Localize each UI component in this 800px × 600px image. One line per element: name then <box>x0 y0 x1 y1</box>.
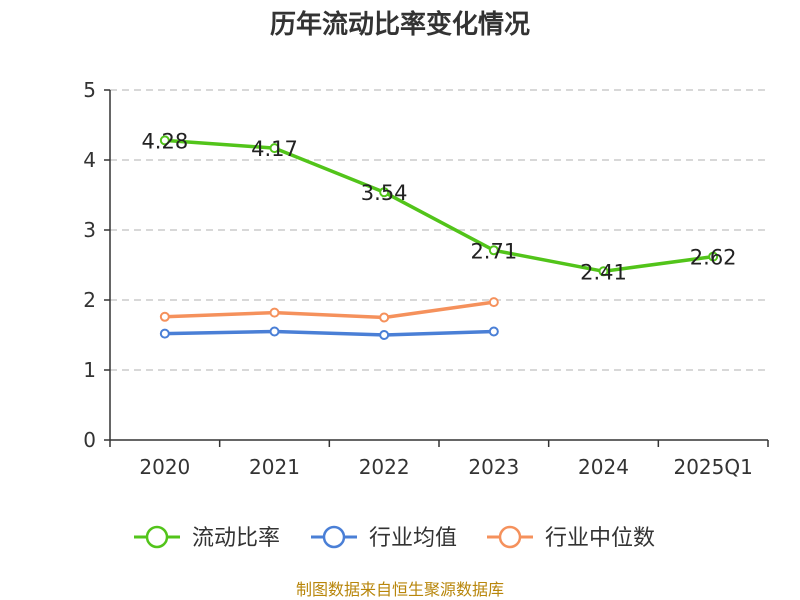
legend-item-2[interactable]: 行业中位数 <box>487 525 655 551</box>
series-1-point-2021[interactable] <box>269 326 280 337</box>
axes: 0 1 2 3 4 5 2020 2021 2022 2023 2024 2025Q1 <box>83 78 769 479</box>
series-1-point-2020[interactable] <box>159 328 170 339</box>
y-tick-label-5: 5 <box>83 78 96 102</box>
grid-lines <box>110 89 768 371</box>
x-tick-label-2024: 2024 <box>578 455 629 479</box>
data-label-2021: 4.17 <box>251 137 298 161</box>
data-label-2024: 2.41 <box>580 260 627 284</box>
x-tick-label-2025Q1: 2025Q1 <box>673 455 752 479</box>
series-1-point-2022[interactable] <box>379 330 390 340</box>
series-2-point-2021[interactable] <box>269 307 280 318</box>
x-tick-label-2022: 2022 <box>359 455 410 479</box>
data-labels: 4.28 4.17 3.54 2.71 2.41 2.62 <box>141 129 736 284</box>
x-tick-label-2020: 2020 <box>139 455 190 479</box>
legend-label-2: 行业中位数 <box>545 526 655 551</box>
series-2-point-2023[interactable] <box>488 297 499 308</box>
series-group <box>159 135 719 340</box>
legend[interactable]: 流动比率 行业均值 行业中位数 <box>134 525 655 551</box>
series-1-point-2023[interactable] <box>488 326 499 337</box>
legend-item-1[interactable]: 行业均值 <box>311 525 457 551</box>
legend-marker-1 <box>322 525 346 549</box>
y-tick-label-0: 0 <box>83 428 96 452</box>
series-line-1 <box>164 329 494 337</box>
series-0-point-2023[interactable] <box>488 245 499 256</box>
source-note: 制图数据来自恒生聚源数据库 <box>296 580 504 599</box>
legend-label-0: 流动比率 <box>192 526 280 551</box>
legend-marker-0 <box>145 525 169 549</box>
data-label-2020: 4.28 <box>141 129 188 153</box>
legend-item-0[interactable]: 流动比率 <box>134 525 280 551</box>
series-0-point-2021[interactable] <box>269 143 280 154</box>
x-tick-label-2023: 2023 <box>468 455 519 479</box>
series-0-point-2025Q1[interactable] <box>708 251 719 262</box>
y-tick-label-4: 4 <box>83 148 96 172</box>
y-tick-label-3: 3 <box>83 218 96 242</box>
legend-marker-2 <box>498 525 522 549</box>
data-label-2023: 2.71 <box>470 239 517 263</box>
data-label-2022: 3.54 <box>361 181 408 205</box>
series-0-point-2022[interactable] <box>379 187 390 198</box>
y-tick-label-2: 2 <box>83 288 96 312</box>
series-line-0 <box>164 138 714 274</box>
series-2-point-2022[interactable] <box>379 312 390 323</box>
chart-title: 历年流动比率变化情况 <box>270 9 530 40</box>
x-tick-label-2021: 2021 <box>249 455 300 479</box>
series-2-point-2020[interactable] <box>159 311 170 322</box>
series-0-point-2020[interactable] <box>159 135 170 146</box>
series-0-point-2024[interactable] <box>598 266 609 277</box>
series-line-2 <box>164 300 495 320</box>
y-tick-label-1: 1 <box>83 358 96 382</box>
legend-label-1: 行业均值 <box>369 526 457 551</box>
data-label-2025Q1: 2.62 <box>690 246 737 270</box>
